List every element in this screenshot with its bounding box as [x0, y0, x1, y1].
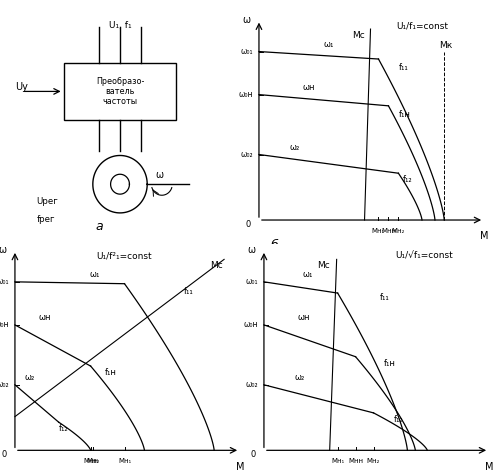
Text: f₁н: f₁н	[383, 359, 395, 368]
Text: f₁н: f₁н	[398, 110, 410, 118]
Text: в: в	[27, 469, 34, 470]
Text: Mн₂: Mн₂	[392, 227, 405, 234]
Text: ω: ω	[0, 245, 7, 255]
Text: 0: 0	[250, 450, 256, 459]
Text: f₁₂: f₁₂	[59, 424, 68, 433]
Text: ω₁: ω₁	[324, 40, 334, 49]
Text: Mн₂: Mн₂	[86, 458, 99, 464]
Text: U₁/√f₁=const: U₁/√f₁=const	[395, 252, 453, 261]
Text: 0: 0	[1, 450, 7, 459]
Text: 0: 0	[246, 220, 251, 229]
Text: ω₀₁: ω₀₁	[0, 277, 9, 286]
Text: fрег: fрег	[36, 215, 55, 224]
Text: Mнн: Mнн	[83, 458, 98, 464]
Text: Mс: Mс	[210, 261, 223, 270]
Text: б: б	[271, 239, 279, 252]
Text: ω₂: ω₂	[290, 143, 300, 152]
Text: Uрег: Uрег	[36, 197, 58, 206]
Text: Mн₁: Mн₁	[118, 458, 131, 464]
Text: U₁, f₁: U₁, f₁	[109, 21, 131, 30]
Text: ω: ω	[155, 170, 164, 180]
Text: Преобразо-
ватель
частоты: Преобразо- ватель частоты	[96, 77, 144, 106]
Text: Mнн: Mнн	[381, 227, 396, 234]
Text: Mс: Mс	[352, 31, 365, 40]
Text: Uу: Uу	[15, 82, 28, 92]
Text: ω₀₁: ω₀₁	[246, 277, 258, 286]
Text: ω: ω	[243, 15, 251, 25]
Text: г: г	[276, 469, 283, 470]
Text: f₁₁: f₁₁	[184, 288, 194, 297]
Text: Mнн: Mнн	[348, 458, 363, 464]
Text: f₁₂: f₁₂	[393, 415, 403, 424]
Text: ω₀н: ω₀н	[244, 321, 258, 329]
Text: Mн₁: Mн₁	[372, 227, 385, 234]
Text: f₁₁: f₁₁	[398, 63, 408, 72]
Text: U₁/f²₁=const: U₁/f²₁=const	[97, 252, 152, 261]
Text: ωн: ωн	[38, 313, 51, 322]
Text: f₁₁: f₁₁	[379, 293, 389, 302]
Text: ωн: ωн	[297, 313, 310, 322]
Text: M: M	[236, 462, 245, 470]
Text: ω₂: ω₂	[295, 373, 305, 382]
Text: ω₀₂: ω₀₂	[241, 150, 253, 159]
Text: ω₀₂: ω₀₂	[0, 380, 9, 389]
Text: M: M	[485, 462, 494, 470]
Text: ω₀н: ω₀н	[0, 321, 9, 329]
Text: U₁/f₁=const: U₁/f₁=const	[396, 22, 448, 31]
Text: ω₁: ω₁	[90, 270, 100, 279]
Text: ωн: ωн	[302, 83, 315, 92]
Text: M: M	[480, 231, 489, 241]
Text: ω: ω	[248, 245, 256, 255]
FancyBboxPatch shape	[64, 63, 176, 120]
Text: ω₁: ω₁	[303, 270, 313, 279]
Text: Mн₁: Mн₁	[331, 458, 344, 464]
Text: f₁н: f₁н	[105, 368, 117, 377]
Text: f₁₂: f₁₂	[402, 175, 412, 184]
Text: ω₀₂: ω₀₂	[246, 380, 258, 389]
Text: ω₀₁: ω₀₁	[241, 47, 253, 56]
Text: ω₂: ω₂	[25, 373, 35, 382]
Text: Mк: Mк	[440, 41, 453, 50]
Text: ω₀н: ω₀н	[239, 90, 253, 99]
Text: Mн₂: Mн₂	[367, 458, 380, 464]
Text: Mс: Mс	[317, 261, 330, 270]
Text: а: а	[95, 220, 103, 233]
